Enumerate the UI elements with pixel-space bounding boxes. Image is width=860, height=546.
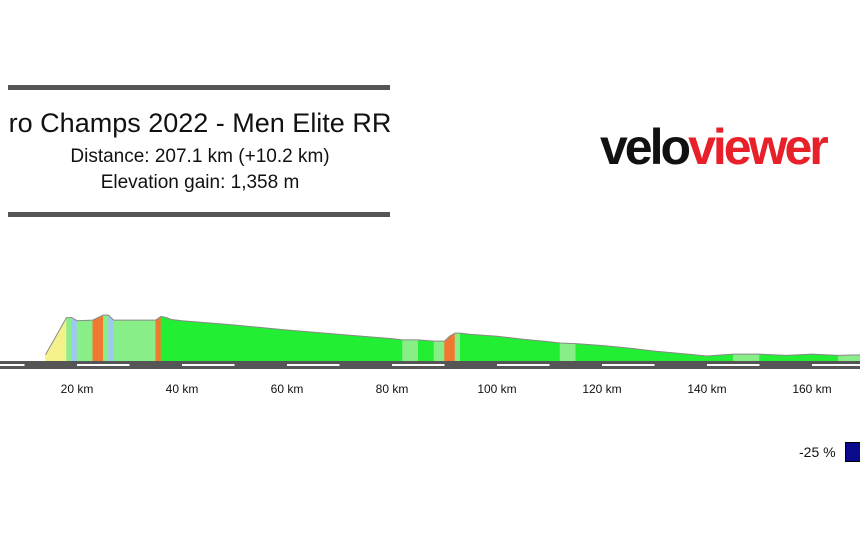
distance-tick-label: 80 km [376,382,409,396]
distance-axis-segment [497,364,550,366]
distance-tick-label: 60 km [271,382,304,396]
profile-segment [575,343,603,362]
profile-segment [113,319,156,362]
profile-segment [470,334,498,362]
profile-segment [160,316,167,362]
profile-segment [181,320,235,362]
profile-segment [286,329,340,362]
title-rule-top [8,85,390,90]
profile-segment [549,341,561,362]
gradient-legend-label: -25 % [799,444,836,460]
profile-segment [402,339,419,362]
profile-segment [433,340,445,362]
profile-segment [92,314,104,362]
gradient-legend-swatch [845,442,860,462]
distance-axis-segment [0,364,25,366]
profile-segment [66,317,72,362]
profile-segment [234,324,261,362]
distance-tick-label: 20 km [61,382,94,396]
distance-tick-label: 140 km [687,382,726,396]
distance-tick-label: 100 km [477,382,516,396]
profile-segment [108,314,114,362]
distance-axis-segment [707,364,760,366]
distance-text: Distance: 207.1 km (+10.2 km) [70,146,330,167]
distance-tick-label: 40 km [166,382,199,396]
profile-segment [391,338,403,362]
title-rule-bottom [8,212,390,217]
profile-segment [418,339,435,362]
distance-axis-segment [812,364,860,366]
profile-segment [260,327,288,362]
profile-segment [496,335,524,362]
logo-part-viewer: viewer [688,119,829,175]
profile-segment [171,319,183,362]
profile-segment [454,332,461,362]
profile-segment [559,342,576,362]
veloviewer-logo: veloviewer [600,118,829,176]
distance-axis-segment [602,364,655,366]
distance-axis-segment [182,364,235,366]
elevation-gain-text: Elevation gain: 1,358 m [100,172,300,193]
profile-segment [449,332,456,362]
distance-axis-segment [392,364,445,366]
distance-tick-label: 160 km [792,382,831,396]
profile-segment [523,339,550,362]
profile-segment [71,317,78,362]
distance-axis-segment [287,364,340,366]
distance-axis-segment [77,364,130,366]
logo-part-velo: velo [600,119,691,175]
profile-segment [460,332,471,362]
distance-tick-label: 120 km [582,382,621,396]
profile-segment [166,317,172,362]
profile-segment [76,319,93,362]
profile-segment [155,315,162,362]
profile-outline [45,314,860,357]
profile-segment [733,353,760,362]
race-title: ro Champs 2022 - Men Elite RR [8,108,392,138]
elevation-profile-chart: 20 km 40 km 60 km 80 km 100 km 120 km 140 km 16… [0,314,860,396]
profile-segment [103,314,109,362]
